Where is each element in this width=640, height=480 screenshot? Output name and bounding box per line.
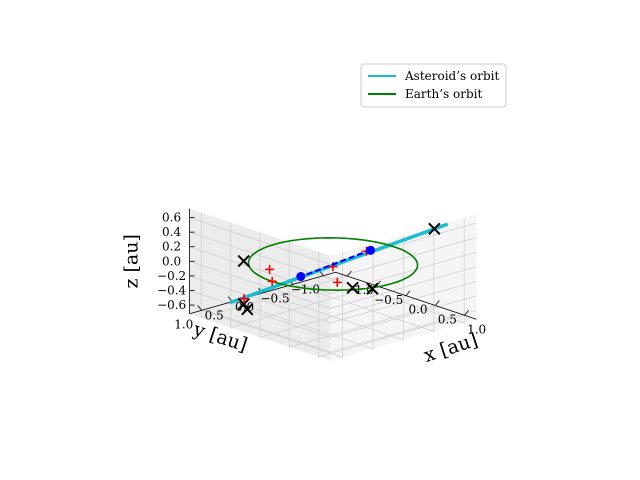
legend: Asteroid’s orbit Earth’s orbit [360, 63, 507, 108]
x-tick-label: 0.5 [438, 312, 457, 326]
series-earth-orbit [247, 236, 419, 292]
black-x-marker [241, 303, 254, 316]
grid-lines [189, 212, 477, 358]
blue-dashed-segment [299, 248, 372, 279]
x-tick-mark [405, 290, 411, 296]
legend-label-asteroid: Asteroid’s orbit [404, 69, 499, 83]
y-tick-label: 0.5 [205, 309, 224, 323]
red-plus-marker [332, 277, 342, 287]
grid-line-y [262, 235, 404, 341]
z-axis-label: z [au] [121, 234, 143, 288]
z-tick-label: −0.6 [157, 298, 186, 312]
z-tick-label: 0.6 [162, 211, 181, 225]
legend-label-earth: Earth’s orbit [405, 87, 482, 101]
y-tick-mark [197, 305, 203, 311]
grid-line-y [201, 252, 344, 358]
grid-line-z [189, 290, 477, 338]
grid-line-z [189, 304, 477, 353]
series-layer [229, 222, 449, 304]
z-tick-label: 0.2 [162, 240, 181, 254]
black-x-marker [428, 222, 441, 235]
z-tick-label: 0.0 [162, 254, 181, 268]
x-tick-mark [347, 270, 352, 277]
grid-line-x [288, 242, 436, 348]
z-tick-label: −0.2 [157, 269, 186, 283]
x-tick-label: 0.0 [408, 303, 427, 317]
grid-line-z [189, 260, 477, 309]
x-axis-label: x [au] [421, 329, 480, 367]
marker-layer [237, 222, 441, 316]
grid-line-x [318, 251, 465, 358]
black-x-marker [366, 282, 379, 295]
x-tick-label: −0.5 [374, 293, 403, 307]
grid-line-z [189, 231, 477, 280]
red-plus-marker [267, 276, 277, 286]
z-tick-label: 0.4 [162, 225, 181, 239]
grid-line-z [189, 217, 477, 266]
y-tick-label: −1.0 [291, 283, 320, 297]
grid-line-y [292, 226, 435, 332]
grid-line-y [232, 243, 374, 350]
series-asteroid-orbit [229, 222, 449, 304]
grid-line-x [259, 232, 407, 338]
red-plus-marker [239, 294, 249, 304]
x-tick-label: 1.0 [467, 322, 486, 336]
x-tick-mark [464, 310, 469, 316]
y-tick-label: −0.5 [260, 291, 289, 305]
z-tick-label: −0.4 [157, 283, 187, 297]
grid-line-z [189, 275, 477, 324]
black-x-marker [237, 254, 250, 268]
y-tick-label: 1.0 [174, 317, 193, 331]
grid-line-x [230, 222, 377, 329]
tick-labels: −1.0−0.50.00.51.0−1.0−0.50.00.51.0−0.6−0… [157, 211, 486, 337]
red-plus-marker [265, 264, 275, 274]
grid-line-z [189, 246, 477, 295]
x-tick-mark [435, 300, 440, 306]
legend-box [360, 63, 507, 108]
black-x-marker [346, 281, 359, 295]
grid-line-x [200, 212, 348, 319]
